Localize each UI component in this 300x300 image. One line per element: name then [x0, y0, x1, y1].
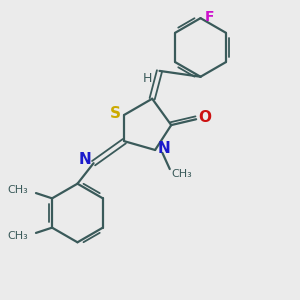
Text: N: N: [158, 141, 171, 156]
Text: F: F: [205, 10, 215, 24]
Text: CH₃: CH₃: [171, 169, 192, 179]
Text: H: H: [143, 72, 152, 86]
Text: S: S: [110, 106, 121, 121]
Text: CH₃: CH₃: [7, 231, 28, 242]
Text: CH₃: CH₃: [7, 185, 28, 195]
Text: N: N: [78, 152, 91, 167]
Text: O: O: [198, 110, 212, 125]
